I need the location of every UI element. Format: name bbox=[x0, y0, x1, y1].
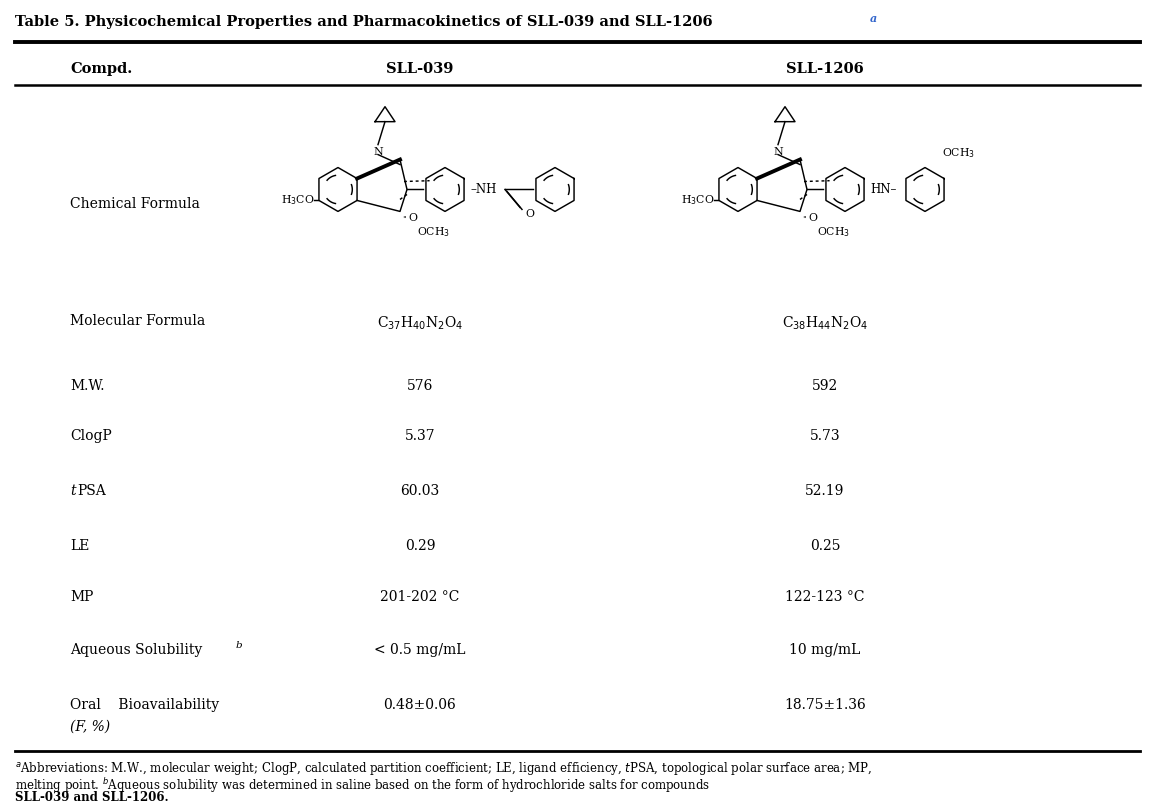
Text: 0.29: 0.29 bbox=[404, 538, 435, 553]
Text: 52.19: 52.19 bbox=[805, 483, 844, 498]
Text: Chemical Formula: Chemical Formula bbox=[70, 198, 200, 211]
Text: SLL-039 and SLL-1206.: SLL-039 and SLL-1206. bbox=[15, 791, 169, 804]
Text: 201-202 °C: 201-202 °C bbox=[380, 591, 460, 604]
Text: 592: 592 bbox=[812, 379, 839, 393]
Text: melting point. $^b$Aqueous solubility was determined in saline based on the form: melting point. $^b$Aqueous solubility wa… bbox=[15, 776, 710, 795]
Text: O: O bbox=[408, 213, 417, 224]
Text: 10 mg/mL: 10 mg/mL bbox=[789, 643, 860, 657]
Text: 18.75±1.36: 18.75±1.36 bbox=[784, 698, 866, 712]
Text: '': '' bbox=[802, 215, 806, 224]
Text: Molecular Formula: Molecular Formula bbox=[70, 314, 206, 328]
Text: 576: 576 bbox=[407, 379, 433, 393]
Text: 122-123 °C: 122-123 °C bbox=[785, 591, 865, 604]
Text: 0.48±0.06: 0.48±0.06 bbox=[383, 698, 456, 712]
Text: < 0.5 mg/mL: < 0.5 mg/mL bbox=[374, 643, 465, 657]
Text: ClogP: ClogP bbox=[70, 429, 112, 443]
Text: Aqueous Solubility: Aqueous Solubility bbox=[70, 643, 202, 657]
Text: O: O bbox=[808, 213, 817, 224]
Text: C$_{37}$H$_{40}$N$_2$O$_4$: C$_{37}$H$_{40}$N$_2$O$_4$ bbox=[377, 314, 463, 332]
Text: HN–: HN– bbox=[870, 183, 896, 196]
Text: OCH$_3$: OCH$_3$ bbox=[942, 146, 975, 160]
Text: Oral    Bioavailability: Oral Bioavailability bbox=[70, 698, 219, 712]
Text: SLL-1206: SLL-1206 bbox=[787, 62, 864, 76]
Text: 5.37: 5.37 bbox=[404, 429, 435, 443]
Text: 0.25: 0.25 bbox=[810, 538, 840, 553]
Text: M.W.: M.W. bbox=[70, 379, 104, 393]
Text: t: t bbox=[70, 483, 75, 498]
Text: PSA: PSA bbox=[77, 483, 106, 498]
Text: –NH: –NH bbox=[470, 183, 497, 196]
Text: LE: LE bbox=[70, 538, 89, 553]
Text: SLL-039: SLL-039 bbox=[386, 62, 454, 76]
Text: H$_3$CO: H$_3$CO bbox=[680, 194, 714, 207]
Text: $^a$Abbreviations: M.W., molecular weight; ClogP, calculated partition coefficie: $^a$Abbreviations: M.W., molecular weigh… bbox=[15, 760, 872, 777]
Text: C$_{38}$H$_{44}$N$_2$O$_4$: C$_{38}$H$_{44}$N$_2$O$_4$ bbox=[782, 314, 869, 332]
Text: a: a bbox=[870, 13, 878, 24]
Text: b: b bbox=[236, 642, 243, 650]
Text: OCH$_3$: OCH$_3$ bbox=[817, 225, 850, 239]
Text: '': '' bbox=[402, 215, 407, 224]
Text: MP: MP bbox=[70, 591, 94, 604]
Text: 60.03: 60.03 bbox=[401, 483, 440, 498]
Text: 5.73: 5.73 bbox=[810, 429, 841, 443]
Text: (F, %): (F, %) bbox=[70, 720, 110, 734]
Text: O: O bbox=[526, 210, 534, 220]
Text: H$_3$CO: H$_3$CO bbox=[281, 194, 314, 207]
Text: N: N bbox=[373, 147, 382, 157]
Text: Compd.: Compd. bbox=[70, 62, 133, 76]
Text: N: N bbox=[773, 147, 783, 157]
Text: Table 5. Physicochemical Properties and Pharmacokinetics of SLL-039 and SLL-1206: Table 5. Physicochemical Properties and … bbox=[15, 15, 713, 29]
Text: OCH$_3$: OCH$_3$ bbox=[417, 225, 450, 239]
